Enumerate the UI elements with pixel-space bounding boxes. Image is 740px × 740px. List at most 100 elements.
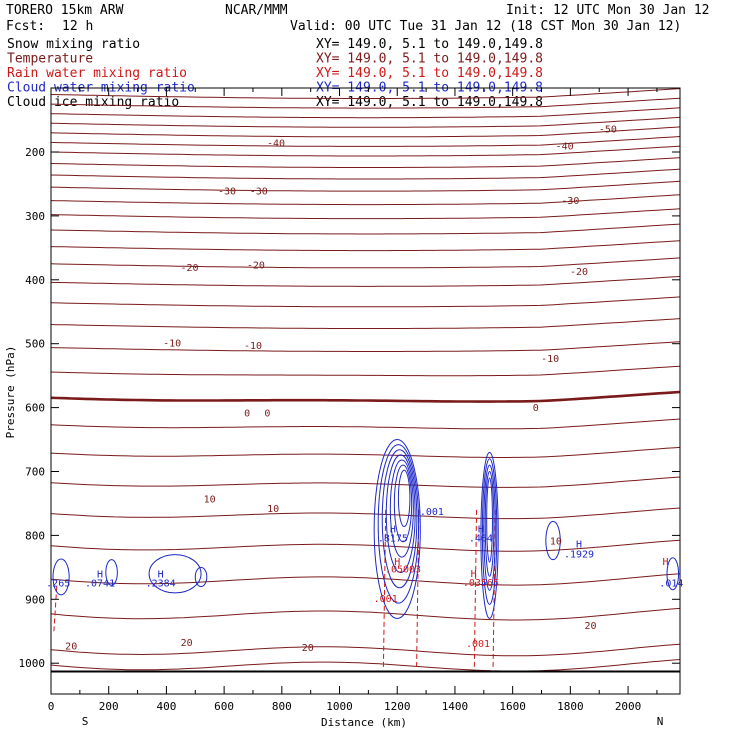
cloud-water-label: .2384 bbox=[146, 579, 176, 590]
isotherm-line bbox=[51, 145, 680, 157]
valid-time: Valid: 00 UTC Tue 31 Jan 12 (18 CST Mon … bbox=[290, 19, 681, 34]
y-tick-label: 1000 bbox=[19, 657, 46, 670]
cloud-water-label: .8175 bbox=[378, 533, 408, 544]
x-tick-label: 200 bbox=[99, 700, 119, 713]
x-tick-label: 800 bbox=[272, 700, 292, 713]
cloud-water-contour bbox=[389, 459, 414, 558]
isotherm-line bbox=[51, 136, 680, 147]
isotherm-line bbox=[51, 107, 680, 119]
isotherm-line bbox=[51, 223, 680, 235]
y-tick-label: 900 bbox=[25, 593, 45, 606]
model-title: TORERO 15km ARW bbox=[6, 3, 124, 18]
isotherm-line bbox=[51, 446, 680, 458]
cloud-water-contour bbox=[486, 477, 493, 563]
cloud-water-label: .1929 bbox=[564, 549, 594, 560]
center-name: NCAR/MMM bbox=[225, 3, 288, 18]
y-tick-label: 300 bbox=[25, 210, 45, 223]
legend-label: Rain water mixing ratio bbox=[7, 66, 187, 81]
isotherm-line bbox=[51, 208, 680, 220]
isotherm-line bbox=[51, 180, 680, 192]
isotherm-line bbox=[51, 507, 680, 520]
rain-water-contour bbox=[382, 509, 387, 670]
cloud-water-label: .0741 bbox=[85, 579, 115, 590]
cloud-water-label: H bbox=[576, 540, 582, 551]
forecast-label: Fcst: bbox=[6, 19, 45, 34]
temperature-label: 20 bbox=[181, 638, 193, 649]
rain-water-label: H bbox=[471, 569, 477, 580]
cloud-water-label: H bbox=[97, 570, 103, 581]
cloud-water-label: H bbox=[478, 524, 484, 535]
cloud-water-contour bbox=[194, 566, 208, 588]
legend-label: Temperature bbox=[7, 52, 93, 67]
cloud-water-contour bbox=[393, 464, 413, 543]
isotherm-line bbox=[51, 476, 680, 488]
isotherm-line bbox=[51, 296, 680, 308]
x-tick-label: 1800 bbox=[557, 700, 584, 713]
cloud-water-contour bbox=[381, 449, 418, 589]
isotherm-line bbox=[51, 659, 680, 672]
isotherm-line bbox=[51, 257, 680, 269]
endpoint-south: S bbox=[82, 715, 89, 728]
legend-label: Snow mixing ratio bbox=[7, 37, 140, 52]
x-tick-label: 0 bbox=[48, 700, 55, 713]
y-tick-label: 200 bbox=[25, 146, 45, 159]
isotherm-line bbox=[51, 126, 680, 138]
cloud-water-contour bbox=[483, 464, 496, 591]
x-tick-label: 2000 bbox=[615, 700, 642, 713]
temperature-label: -20 bbox=[247, 260, 265, 271]
cloud-water-contour bbox=[484, 471, 495, 577]
temperature-label: -10 bbox=[163, 338, 181, 349]
cloud-water-contour bbox=[666, 557, 680, 591]
temperature-label: -10 bbox=[244, 341, 262, 352]
rain-water-contour bbox=[53, 586, 58, 632]
freezing-level-isotherm bbox=[51, 390, 680, 403]
isotherm-line bbox=[51, 643, 680, 657]
cloud-water-contour bbox=[545, 520, 561, 561]
temperature-label: -30 bbox=[250, 186, 268, 197]
x-axis-label: Distance (km) bbox=[321, 716, 407, 729]
isotherm-line bbox=[51, 157, 680, 168]
y-tick-label: 700 bbox=[25, 466, 45, 479]
rain-water-label: .001 bbox=[466, 639, 490, 650]
rain-water-label: .03565 bbox=[463, 578, 499, 589]
cloud-water-contours bbox=[52, 439, 680, 619]
cloud-water-contour bbox=[480, 451, 499, 619]
x-tick-label: 1000 bbox=[326, 700, 353, 713]
rain-water-label: .05003 bbox=[385, 565, 421, 576]
legend-xy: XY= 149.0, 5.1 to 149.0,149.8 bbox=[316, 52, 543, 67]
cloud-water-label: .265 bbox=[46, 579, 70, 590]
y-tick-label: 400 bbox=[25, 274, 45, 287]
temperature-label: 20 bbox=[302, 643, 314, 654]
temperature-label: 10 bbox=[204, 494, 216, 505]
cloud-water-contour bbox=[52, 558, 70, 596]
cloud-water-label: .464 bbox=[469, 533, 493, 544]
temperature-label: -40 bbox=[267, 138, 285, 149]
legend-label: Cloud ice mixing ratio bbox=[7, 95, 179, 110]
y-tick-label: 600 bbox=[25, 402, 45, 415]
temperature-label: 10 bbox=[267, 504, 279, 515]
cloud-water-contour bbox=[373, 439, 421, 619]
isotherm-line bbox=[51, 116, 680, 128]
temperature-label: -20 bbox=[570, 267, 588, 278]
plot-area bbox=[51, 88, 680, 673]
isotherm-line bbox=[51, 194, 680, 206]
isotherm-line bbox=[51, 539, 680, 552]
endpoint-north: N bbox=[657, 715, 664, 728]
temperature-label: -10 bbox=[541, 354, 559, 365]
y-tick-label: 500 bbox=[25, 338, 45, 351]
isotherm-line bbox=[51, 365, 680, 377]
temperature-label: 0 bbox=[264, 409, 270, 420]
forecast-hour: 12 h bbox=[62, 19, 93, 34]
isotherm-line bbox=[51, 97, 680, 109]
x-tick-label: 600 bbox=[214, 700, 234, 713]
plot-frame bbox=[50, 87, 681, 695]
rain-water-label: H bbox=[394, 557, 400, 568]
temperature-label: -40 bbox=[556, 142, 574, 153]
isotherm-line bbox=[51, 276, 680, 287]
x-tick-label: 1400 bbox=[442, 700, 469, 713]
isotherm-line bbox=[51, 418, 680, 430]
cloud-water-contour bbox=[481, 458, 498, 605]
isotherm-line bbox=[51, 607, 680, 621]
field-legend: Snow mixing ratio XY= 149.0, 5.1 to 149.0… bbox=[7, 37, 543, 110]
